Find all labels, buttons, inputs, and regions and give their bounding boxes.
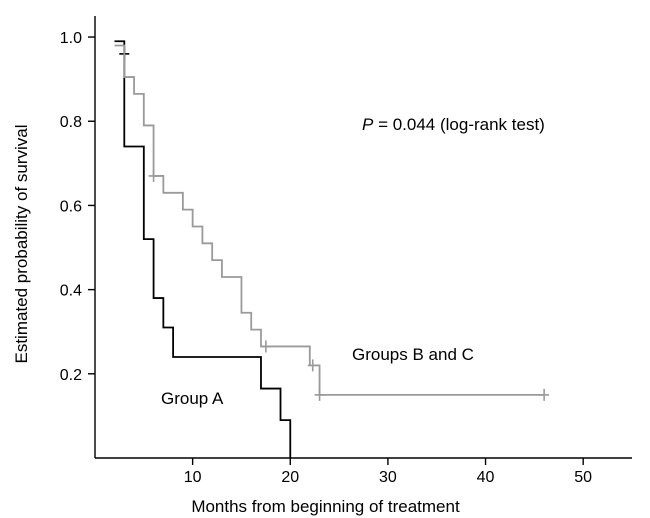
pvalue-annotation: P = 0.044 (log-rank test) <box>362 115 545 134</box>
series-label-group-a: Group A <box>161 389 224 408</box>
ticks-layer: 10 20 30 40 50 0.2 0.4 0.6 0.8 1.0 <box>60 30 592 486</box>
x-tick-label: 40 <box>477 469 495 486</box>
series-layer <box>114 40 550 458</box>
y-tick-label: 0.4 <box>60 283 82 300</box>
x-axis-title: Months from beginning of treatment <box>191 497 460 516</box>
y-tick-label: 0.2 <box>60 367 82 384</box>
y-tick-label: 0.6 <box>60 198 82 215</box>
y-tick-label: 0.8 <box>60 114 82 131</box>
y-axis-title: Estimated probability of survival <box>12 124 31 363</box>
series-label-groups-b-c: Groups B and C <box>352 345 474 364</box>
series-line-group-a <box>114 40 292 458</box>
x-tick-label: 30 <box>379 469 397 486</box>
pvalue-prefix: P <box>362 115 374 134</box>
pvalue-text: = 0.044 (log-rank test) <box>373 115 545 134</box>
y-tick-label: 1.0 <box>60 30 82 47</box>
axes-layer <box>94 16 632 459</box>
x-tick-label: 50 <box>574 469 592 486</box>
x-tick-label: 20 <box>281 469 299 486</box>
x-tick-label: 10 <box>184 469 202 486</box>
series-line-groups-b-c <box>114 44 545 396</box>
